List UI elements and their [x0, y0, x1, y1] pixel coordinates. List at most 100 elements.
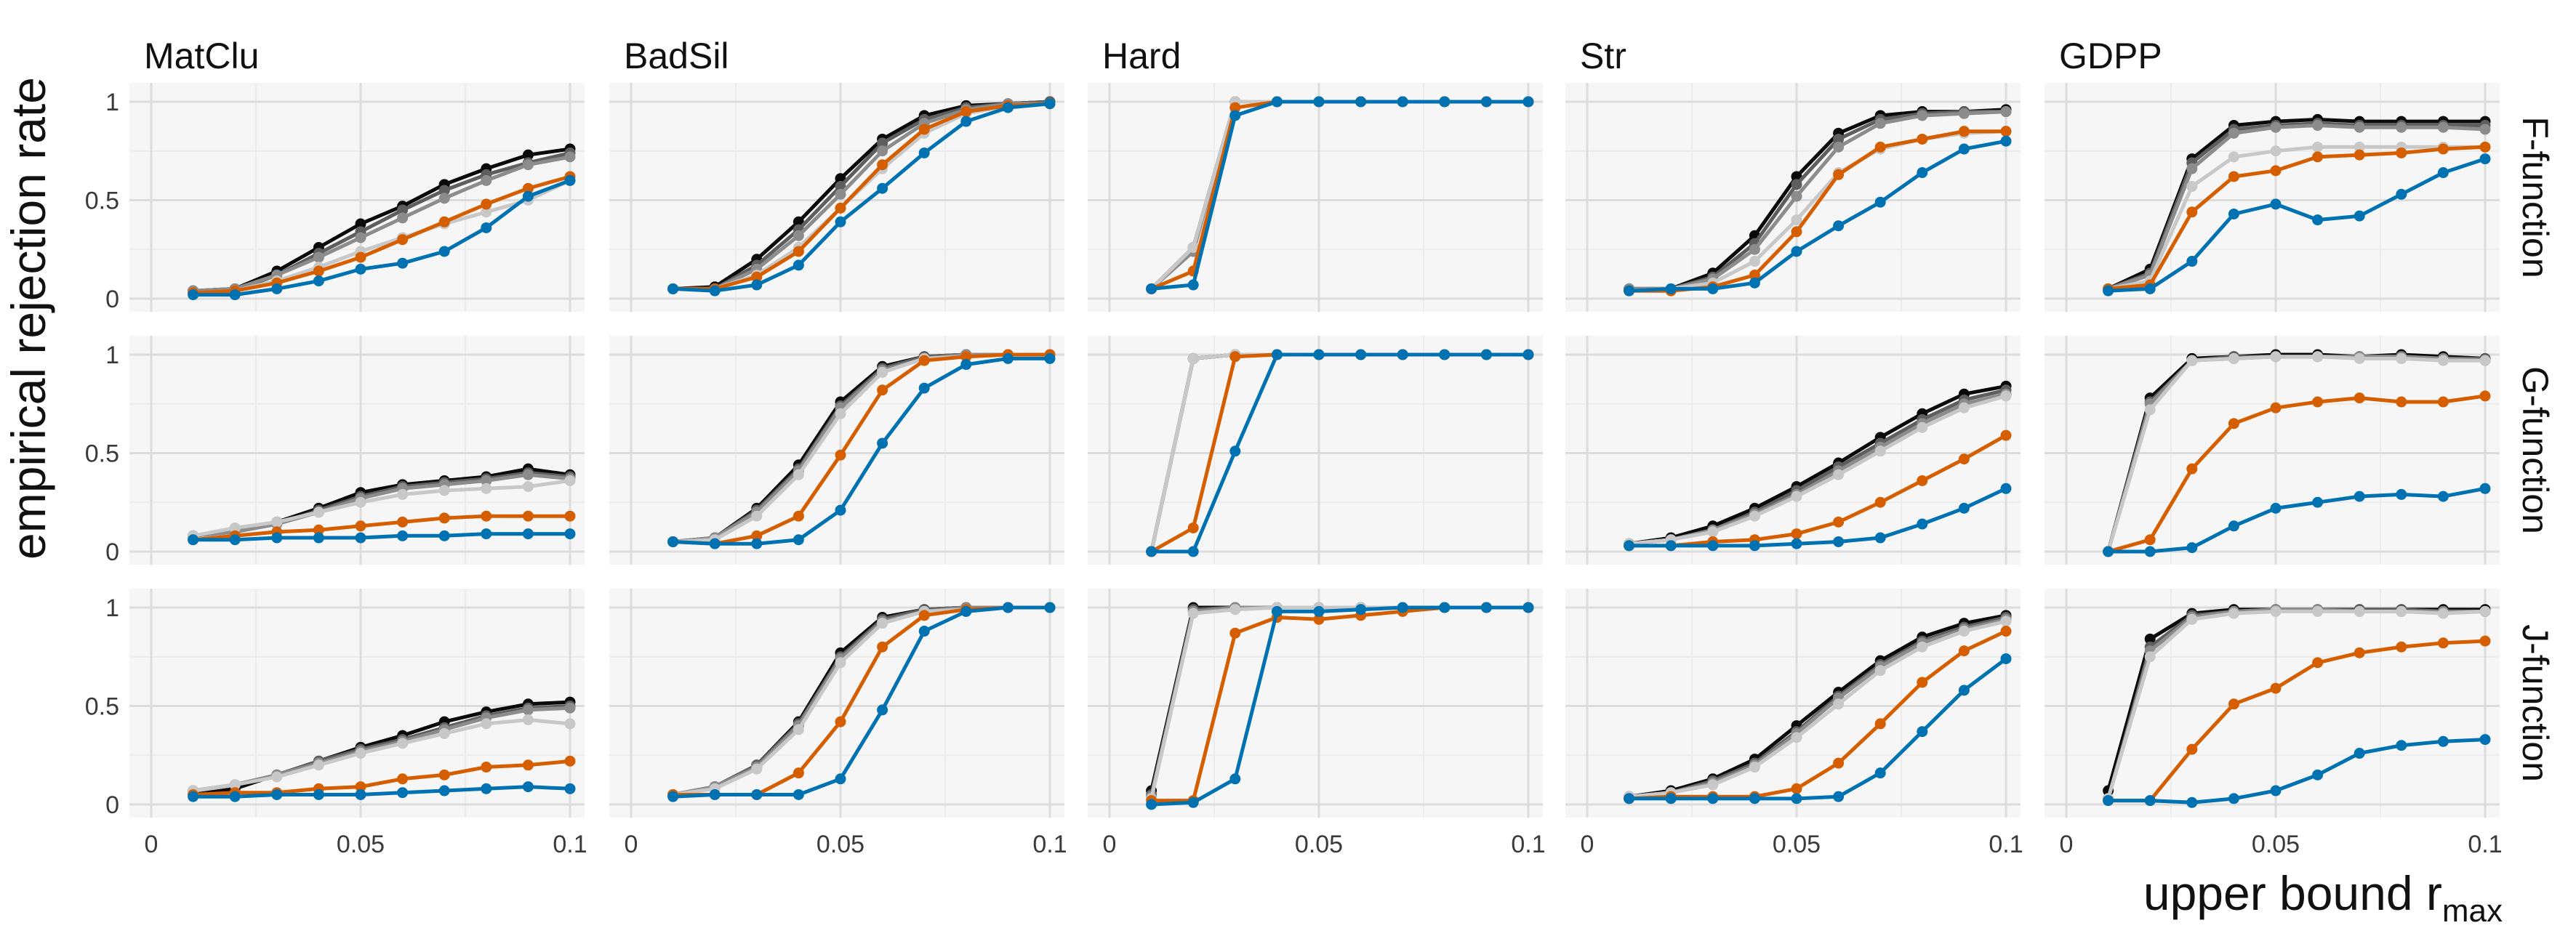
data-point-r0c0-2-4 [355, 232, 366, 243]
data-point-r1c1-4-4 [835, 449, 846, 461]
data-point-r1c0-5-9 [564, 528, 576, 540]
data-point-r2c4-3-5 [2312, 605, 2324, 617]
data-point-r0c4-4-8 [2437, 143, 2449, 155]
data-point-r1c4-4-9 [2479, 390, 2491, 402]
data-point-r2c1-5-3 [793, 788, 804, 800]
series-line-r2c0-3 [191, 718, 572, 793]
data-point-r1c4-5-8 [2437, 491, 2449, 502]
data-point-r0c3-2-8 [1958, 108, 1970, 119]
series-line-r0c4-3 [2106, 145, 2487, 291]
data-point-r0c0-5-5 [397, 257, 409, 269]
data-point-r2c0-3-6 [438, 727, 450, 739]
data-point-r1c3-5-2 [1707, 540, 1719, 552]
x-axis-title: upper bound rmax [2143, 866, 2503, 929]
data-point-r1c4-5-4 [2270, 502, 2282, 514]
data-point-r0c3-2-4 [1791, 190, 1802, 202]
data-point-r2c3-5-8 [1958, 685, 1970, 696]
panel-background-r2c3 [1565, 589, 2021, 818]
data-point-r0c3-4-6 [1874, 141, 1886, 153]
data-point-r0c0-5-9 [564, 174, 576, 186]
data-point-r1c0-4-7 [481, 510, 492, 522]
data-point-r1c0-3-3 [313, 507, 324, 518]
data-point-r1c1-3-4 [835, 408, 846, 419]
series-r1c1-5 [667, 352, 1056, 549]
data-point-r2c4-5-5 [2312, 769, 2324, 780]
data-point-r1c0-4-9 [564, 510, 576, 522]
data-point-r2c0-3-7 [481, 718, 492, 730]
series-r0c1-5 [667, 98, 1056, 296]
data-point-r2c1-5-9 [1044, 602, 1056, 613]
data-point-r0c1-5-2 [751, 279, 763, 291]
data-point-r2c4-3-7 [2396, 605, 2407, 617]
data-point-r0c0-4-4 [355, 251, 366, 263]
y-tick-label-0-1: 0.5 [85, 187, 119, 215]
data-point-r2c2-5-2 [1229, 773, 1241, 785]
data-point-r1c4-5-0 [2103, 546, 2114, 557]
data-point-r0c4-2-2 [2186, 163, 2198, 174]
series-line-r1c1-4 [671, 352, 1052, 546]
data-point-r2c4-3-3 [2228, 608, 2239, 619]
data-point-r0c1-4-4 [835, 202, 846, 214]
data-point-r0c4-4-6 [2354, 149, 2365, 161]
series-r1c4-4 [2103, 390, 2491, 557]
data-point-r2c3-3-9 [2000, 616, 2012, 627]
data-point-r1c3-4-7 [1917, 475, 1928, 486]
data-point-r0c0-1-6 [438, 185, 450, 196]
data-point-r0c3-2-6 [1874, 118, 1886, 129]
data-point-r1c0-3-2 [271, 516, 283, 528]
data-point-r0c4-4-5 [2312, 151, 2324, 163]
data-point-r0c0-2-6 [438, 193, 450, 204]
x-tick-label-2-1: 0.05 [1295, 831, 1343, 858]
series-line-r1c0-2 [191, 472, 572, 538]
data-point-r2c1-5-6 [918, 626, 930, 637]
data-point-r1c4-4-5 [2312, 396, 2324, 408]
data-point-r2c3-5-4 [1791, 793, 1802, 804]
data-point-r2c4-5-7 [2396, 740, 2407, 751]
series-line-r0c1-2 [671, 102, 1052, 291]
data-point-r2c3-4-4 [1791, 783, 1802, 794]
x-tick-label-4-2: 0.1 [2468, 831, 2502, 858]
data-point-r0c1-5-5 [877, 182, 888, 194]
data-point-r0c3-5-7 [1917, 167, 1928, 179]
y-tick-label-1-0: 0 [105, 538, 119, 566]
data-point-r1c0-5-8 [522, 528, 534, 540]
y-tick-label-2-0: 0 [105, 791, 119, 819]
data-point-r1c2-4-2 [1229, 351, 1241, 363]
column-title-1: BadSil [624, 36, 729, 76]
data-point-r0c3-3-3 [1749, 256, 1760, 267]
series-line-r2c3-4 [1627, 629, 2008, 801]
data-point-r2c3-5-1 [1665, 793, 1677, 804]
data-point-r2c0-4-6 [438, 769, 450, 780]
series-r2c2-5 [1146, 602, 1534, 810]
data-point-r2c2-5-3 [1271, 605, 1283, 617]
data-point-r2c0-3-9 [564, 718, 576, 730]
data-point-r1c2-5-2 [1229, 445, 1241, 457]
data-point-r2c3-3-5 [1833, 698, 1845, 710]
data-point-r1c3-4-9 [2000, 429, 2012, 441]
data-point-r0c0-2-9 [564, 151, 576, 163]
data-point-r1c3-4-8 [1958, 453, 1970, 465]
data-point-r0c4-3-3 [2228, 151, 2239, 163]
data-point-r1c0-2-7 [481, 475, 492, 486]
data-point-r0c1-4-6 [918, 124, 930, 135]
data-point-r0c1-5-3 [793, 259, 804, 271]
panel-background-r0c2 [1088, 83, 1543, 312]
data-point-r1c0-3-5 [397, 488, 409, 500]
series-line-r1c0-4 [191, 514, 572, 542]
data-point-r0c3-1-5 [1833, 133, 1845, 145]
data-point-r1c4-4-6 [2354, 392, 2365, 404]
data-point-r2c0-3-3 [313, 759, 324, 771]
x-tick-label-0-2: 0.1 [553, 831, 587, 858]
data-point-r0c4-3-5 [2312, 141, 2324, 153]
data-point-r1c0-5-4 [355, 532, 366, 544]
data-point-r2c3-5-3 [1749, 793, 1760, 804]
data-point-r1c3-5-8 [1958, 502, 1970, 514]
y-tick-label-1-2: 1 [105, 342, 119, 369]
data-point-r0c0-5-7 [481, 222, 492, 233]
data-point-r0c1-2-3 [793, 230, 804, 241]
series-line-r1c1-5 [671, 356, 1052, 546]
data-point-r0c2-5-2 [1229, 110, 1241, 121]
data-point-r2c0-4-9 [564, 755, 576, 767]
series-line-r0c4-2 [2106, 124, 2487, 291]
data-point-r1c1-5-8 [1002, 352, 1014, 364]
